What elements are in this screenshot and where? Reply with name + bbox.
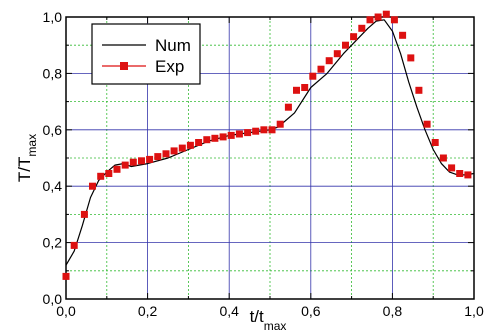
y-tick-label: 1,0 (43, 9, 63, 25)
exp-point (162, 150, 170, 158)
x-tick-label: 1,0 (464, 303, 484, 319)
exp-point (80, 210, 88, 218)
exp-point (423, 120, 431, 128)
exp-point (97, 172, 105, 180)
exp-point (186, 141, 194, 149)
exp-point (366, 16, 374, 24)
exp-point (390, 16, 398, 24)
svg-text:T/Tmax: T/Tmax (15, 134, 39, 182)
exp-point (195, 139, 203, 146)
exp-point (154, 153, 162, 161)
exp-point (293, 86, 300, 94)
exp-point (62, 272, 70, 280)
exp-point (203, 136, 211, 144)
y-tick-label: 0,6 (43, 122, 63, 138)
exp-point (464, 171, 472, 179)
exp-point (342, 41, 349, 49)
y-axis-title-main: T/T (15, 157, 34, 183)
exp-point (252, 127, 260, 135)
exp-point (448, 164, 456, 172)
exp-point (350, 33, 358, 41)
exp-point (374, 13, 382, 21)
legend-exp-label: Exp (155, 57, 184, 76)
exp-point (358, 24, 366, 32)
exp-point (260, 126, 268, 134)
exp-point (235, 130, 243, 138)
exp-point (113, 165, 121, 173)
exp-point (105, 170, 113, 177)
x-axis-title-main: t/t (250, 307, 264, 326)
exp-point (309, 72, 317, 80)
exp-point (138, 157, 145, 165)
exp-point (244, 129, 252, 137)
exp-point (415, 86, 423, 94)
exp-point (89, 182, 96, 190)
exp-point (70, 241, 78, 249)
exp-point (170, 147, 178, 155)
exp-point (431, 139, 439, 146)
y-tick-label: 0,8 (43, 65, 63, 81)
y-axis-title-sub: max (25, 134, 39, 157)
exp-point (407, 54, 415, 62)
exp-point (325, 57, 333, 65)
exp-point (276, 120, 284, 128)
exp-point (284, 103, 292, 111)
legend-exp-swatch-marker (120, 62, 128, 70)
exp-point (268, 126, 276, 134)
svg-text:t/tmax: t/tmax (250, 307, 287, 333)
exp-point (456, 170, 464, 177)
exp-point (211, 134, 219, 142)
exp-point (219, 133, 227, 141)
axis-ticks: 0,0 0,2 0,4 0,6 0,8 1,0 0,0 0,2 0,4 0,6 0,8 1,0 (43, 9, 484, 319)
x-axis-title-sub: max (264, 319, 287, 333)
exp-point (382, 10, 390, 18)
x-tick-label: 0,0 (56, 303, 76, 319)
x-tick-label: 0,4 (219, 303, 239, 319)
x-axis-title: t/tmax (250, 307, 287, 333)
y-tick-label: 0,0 (43, 291, 63, 307)
series-exp (62, 10, 472, 280)
y-tick-label: 0,2 (43, 235, 63, 251)
x-tick-label: 0,6 (301, 303, 321, 319)
exp-point (301, 84, 309, 91)
exp-point (146, 155, 154, 163)
exp-point (317, 65, 325, 73)
y-axis-title: T/Tmax (15, 134, 39, 182)
legend: Num Exp (91, 23, 201, 85)
exp-point (439, 154, 447, 162)
exp-point (178, 144, 186, 152)
legend-num-label: Num (155, 36, 191, 55)
y-tick-label: 0,4 (43, 178, 63, 194)
exp-point (399, 31, 407, 39)
legend-box (91, 23, 201, 85)
exp-point (129, 158, 137, 166)
x-tick-label: 0,8 (383, 303, 403, 319)
x-tick-label: 0,2 (138, 303, 158, 319)
exp-point (333, 50, 341, 58)
exp-point (227, 131, 235, 139)
exp-point (121, 161, 129, 169)
